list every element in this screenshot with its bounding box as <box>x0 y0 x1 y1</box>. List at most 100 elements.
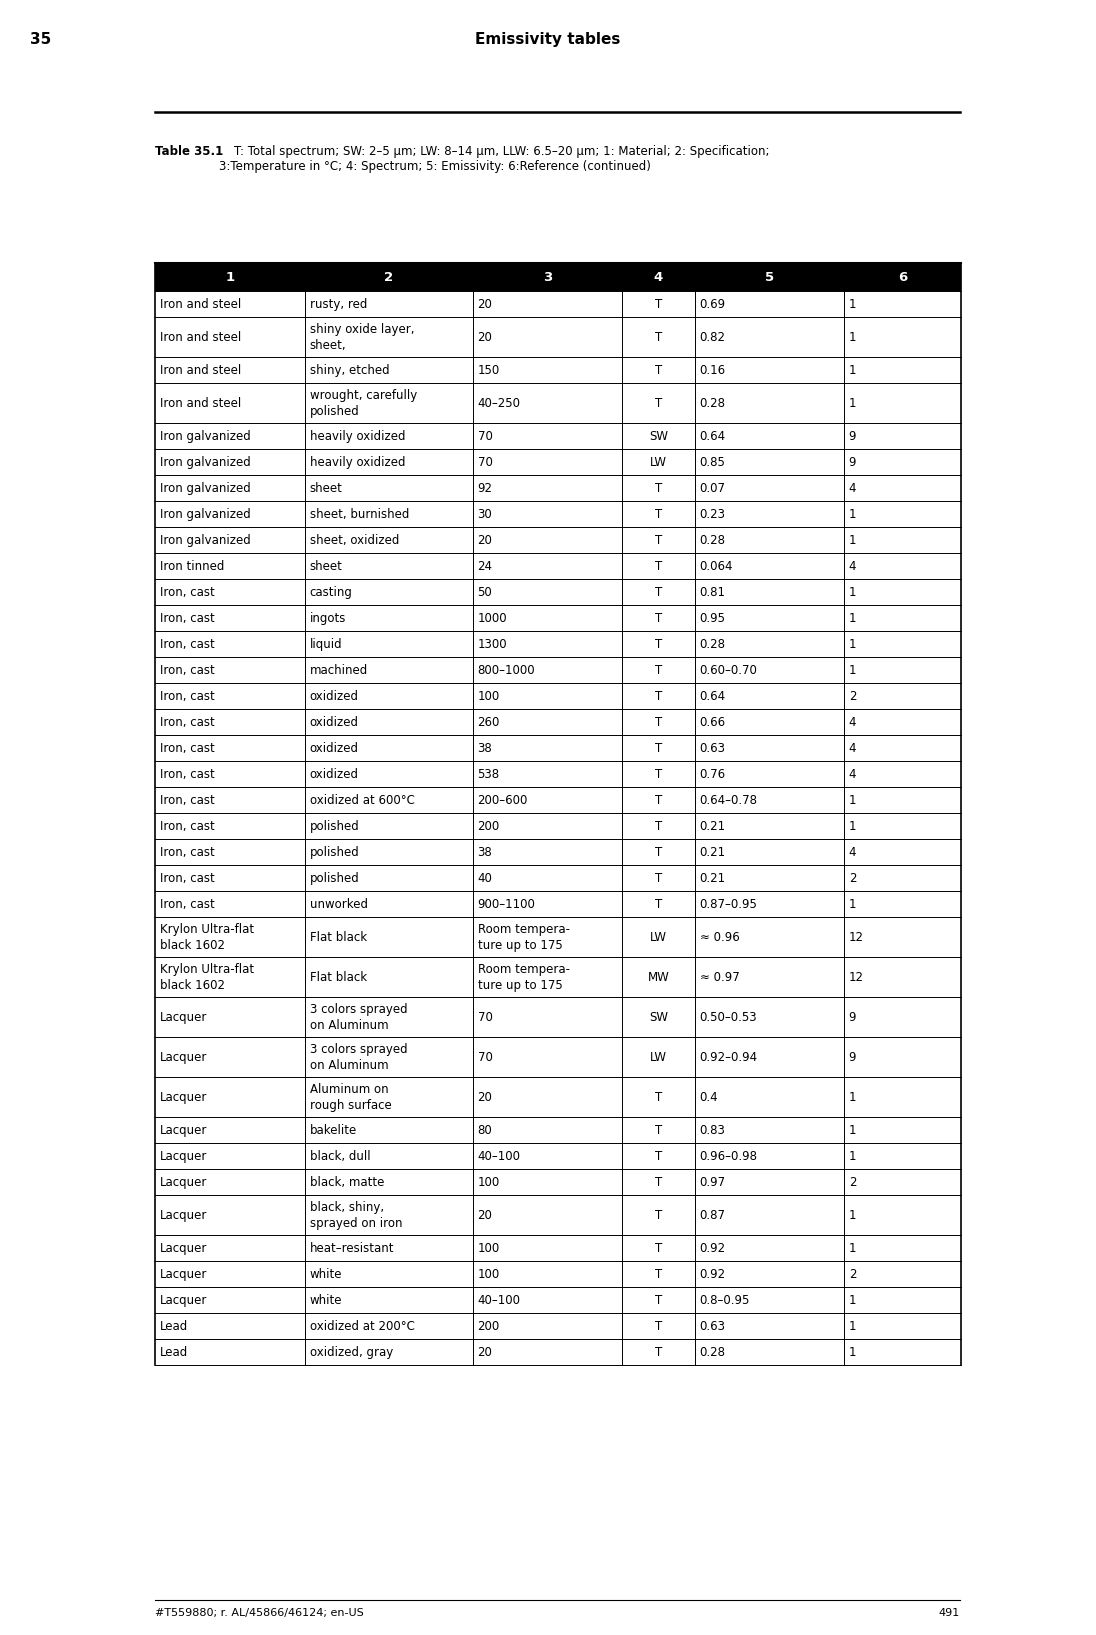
Text: T: T <box>654 690 662 703</box>
Text: 4: 4 <box>848 559 856 572</box>
Text: 150: 150 <box>478 363 500 376</box>
Text: liquid: liquid <box>309 638 342 651</box>
Text: shiny, etched: shiny, etched <box>309 363 389 376</box>
Text: 1: 1 <box>848 1123 856 1136</box>
Bar <box>155 605 961 631</box>
Text: SW: SW <box>649 430 667 443</box>
Text: 9: 9 <box>848 456 856 469</box>
Text: 2: 2 <box>848 1267 856 1280</box>
Text: T: T <box>654 1319 662 1333</box>
Text: casting: casting <box>309 585 353 598</box>
Text: 20: 20 <box>478 1346 492 1359</box>
Text: white: white <box>309 1267 342 1280</box>
Text: Iron, cast: Iron, cast <box>160 690 215 703</box>
Text: Iron tinned: Iron tinned <box>160 559 225 572</box>
Text: 20: 20 <box>478 533 492 546</box>
Text: white: white <box>309 1293 342 1306</box>
Text: unworked: unworked <box>309 898 367 911</box>
Text: oxidized at 200°C: oxidized at 200°C <box>309 1319 414 1333</box>
Text: 80: 80 <box>478 1123 492 1136</box>
Text: Iron, cast: Iron, cast <box>160 871 215 885</box>
Text: Lacquer: Lacquer <box>160 1123 207 1136</box>
Text: 70: 70 <box>478 1010 492 1024</box>
Text: 4: 4 <box>848 742 856 754</box>
Text: Iron and steel: Iron and steel <box>160 298 241 311</box>
Text: T: T <box>654 1267 662 1280</box>
Bar <box>155 263 961 291</box>
Text: 200: 200 <box>478 1319 500 1333</box>
Text: 70: 70 <box>478 430 492 443</box>
Text: 9: 9 <box>848 1010 856 1024</box>
Text: 0.23: 0.23 <box>699 507 726 520</box>
Text: black, shiny,
sprayed on iron: black, shiny, sprayed on iron <box>309 1200 402 1230</box>
Text: 4: 4 <box>848 767 856 780</box>
Text: 0.95: 0.95 <box>699 611 726 625</box>
Text: 0.66: 0.66 <box>699 716 726 729</box>
Text: 0.16: 0.16 <box>699 363 726 376</box>
Text: Iron and steel: Iron and steel <box>160 397 241 409</box>
Text: 0.82: 0.82 <box>699 330 726 343</box>
Text: 1: 1 <box>848 1319 856 1333</box>
Text: 0.63: 0.63 <box>699 742 726 754</box>
Text: T: T <box>654 871 662 885</box>
Bar <box>155 356 961 383</box>
Text: T: T <box>654 1149 662 1162</box>
Text: 0.64–0.78: 0.64–0.78 <box>699 793 757 806</box>
Text: 100: 100 <box>478 690 500 703</box>
Bar <box>155 500 961 526</box>
Text: #T559880; r. AL/45866/46124; en-US: #T559880; r. AL/45866/46124; en-US <box>155 1607 364 1619</box>
Text: T: T <box>654 742 662 754</box>
Text: 0.69: 0.69 <box>699 298 726 311</box>
Text: 12: 12 <box>848 971 864 984</box>
Text: 9: 9 <box>848 1051 856 1063</box>
Text: 38: 38 <box>478 742 492 754</box>
Text: ≈ 0.97: ≈ 0.97 <box>699 971 740 984</box>
Text: T: T <box>654 330 662 343</box>
Text: 6: 6 <box>898 270 907 283</box>
Text: Iron galvanized: Iron galvanized <box>160 456 251 469</box>
Bar <box>155 736 961 760</box>
Text: 1: 1 <box>848 507 856 520</box>
Text: oxidized: oxidized <box>309 716 358 729</box>
Text: T: T <box>654 716 662 729</box>
Text: 1: 1 <box>848 330 856 343</box>
Text: wrought, carefully
polished: wrought, carefully polished <box>309 389 416 417</box>
Text: 200–600: 200–600 <box>478 793 528 806</box>
Text: oxidized: oxidized <box>309 690 358 703</box>
Bar <box>155 1037 961 1077</box>
Text: 5: 5 <box>765 270 774 283</box>
Bar <box>155 683 961 710</box>
Bar <box>155 450 961 476</box>
Text: Iron, cast: Iron, cast <box>160 767 215 780</box>
Text: black, dull: black, dull <box>309 1149 370 1162</box>
Bar <box>155 710 961 736</box>
Text: 900–1100: 900–1100 <box>478 898 536 911</box>
Text: Iron, cast: Iron, cast <box>160 664 215 677</box>
Bar <box>155 917 961 956</box>
Text: 0.21: 0.21 <box>699 871 726 885</box>
Text: 24: 24 <box>478 559 492 572</box>
Text: 0.96–0.98: 0.96–0.98 <box>699 1149 757 1162</box>
Text: 9: 9 <box>848 430 856 443</box>
Text: 40–100: 40–100 <box>478 1293 521 1306</box>
Text: T: T <box>654 767 662 780</box>
Text: 0.60–0.70: 0.60–0.70 <box>699 664 757 677</box>
Text: machined: machined <box>309 664 368 677</box>
Bar <box>155 553 961 579</box>
Text: LW: LW <box>650 456 666 469</box>
Text: Iron galvanized: Iron galvanized <box>160 481 251 494</box>
Text: 70: 70 <box>478 1051 492 1063</box>
Text: T: T <box>654 507 662 520</box>
Text: T: T <box>654 585 662 598</box>
Text: 3 colors sprayed
on Aluminum: 3 colors sprayed on Aluminum <box>309 1002 407 1032</box>
Text: polished: polished <box>309 819 359 832</box>
Text: Lacquer: Lacquer <box>160 1149 207 1162</box>
Text: 0.81: 0.81 <box>699 585 726 598</box>
Text: 1000: 1000 <box>478 611 507 625</box>
Text: 0.76: 0.76 <box>699 767 726 780</box>
Text: 0.92: 0.92 <box>699 1241 726 1254</box>
Text: 0.28: 0.28 <box>699 533 726 546</box>
Text: T: T <box>654 1241 662 1254</box>
Text: 0.28: 0.28 <box>699 638 726 651</box>
Text: T: T <box>654 611 662 625</box>
